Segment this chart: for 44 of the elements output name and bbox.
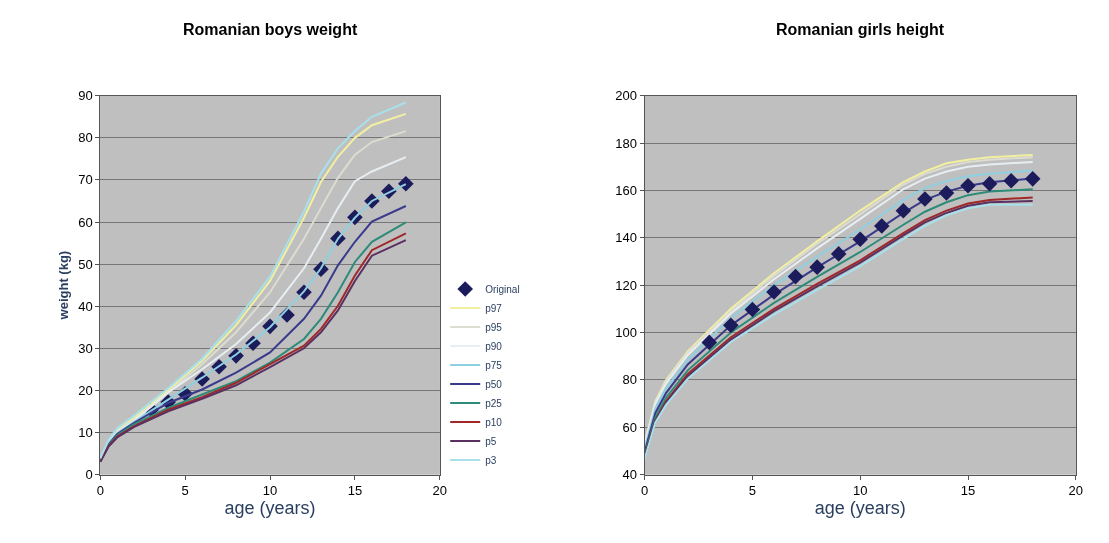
legend-label: p5 <box>485 435 497 447</box>
y-tick-label: 160 <box>615 182 638 198</box>
y-tick-label: 180 <box>615 135 638 151</box>
y-tick-label: 0 <box>85 467 93 483</box>
y-tick-label: 20 <box>78 382 93 398</box>
chart-title: Romanian girls height <box>776 21 945 38</box>
x-tick-label: 20 <box>432 483 448 499</box>
legend-label: p90 <box>485 340 503 352</box>
legend-label: p3 <box>485 454 497 466</box>
legend-label: p10 <box>485 416 503 428</box>
y-tick-label: 100 <box>615 325 638 341</box>
legend-label: p97 <box>485 302 503 314</box>
y-tick-label: 10 <box>78 424 93 440</box>
y-tick-label: 80 <box>622 372 638 388</box>
y-tick-label: 40 <box>78 298 93 314</box>
legend-label: p95 <box>485 321 503 333</box>
legend-label: p50 <box>485 378 503 390</box>
legend-label: Original <box>485 283 520 295</box>
y-tick-label: 30 <box>78 340 93 356</box>
x-tick-label: 5 <box>181 483 189 499</box>
y-tick-label: 80 <box>78 130 93 146</box>
x-axis-title: age (years) <box>224 498 316 519</box>
x-tick-label: 5 <box>748 483 757 499</box>
x-axis-title: age (years) <box>814 498 906 519</box>
chart-title: Romanian boys weight <box>183 21 358 38</box>
x-tick-label: 10 <box>853 483 868 499</box>
y-tick-label: 200 <box>615 88 638 104</box>
x-tick-label: 15 <box>347 483 363 499</box>
x-tick-label: 0 <box>96 483 104 499</box>
legend-label: p75 <box>485 359 503 371</box>
legend-label: p25 <box>485 397 503 409</box>
y-tick-label: 60 <box>78 214 93 230</box>
y-tick-label: 60 <box>622 419 638 435</box>
x-tick-label: 20 <box>1068 483 1084 499</box>
y-tick-label: 50 <box>78 256 93 272</box>
y-axis-title: weight (kg) <box>56 250 72 321</box>
y-tick-label: 70 <box>78 172 93 188</box>
x-tick-label: 10 <box>262 483 278 499</box>
y-tick-label: 120 <box>615 277 638 293</box>
x-tick-label: 0 <box>641 483 649 499</box>
y-tick-label: 40 <box>622 467 638 483</box>
x-tick-label: 15 <box>960 483 976 499</box>
y-tick-label: 90 <box>78 88 93 104</box>
y-tick-label: 140 <box>615 230 638 246</box>
